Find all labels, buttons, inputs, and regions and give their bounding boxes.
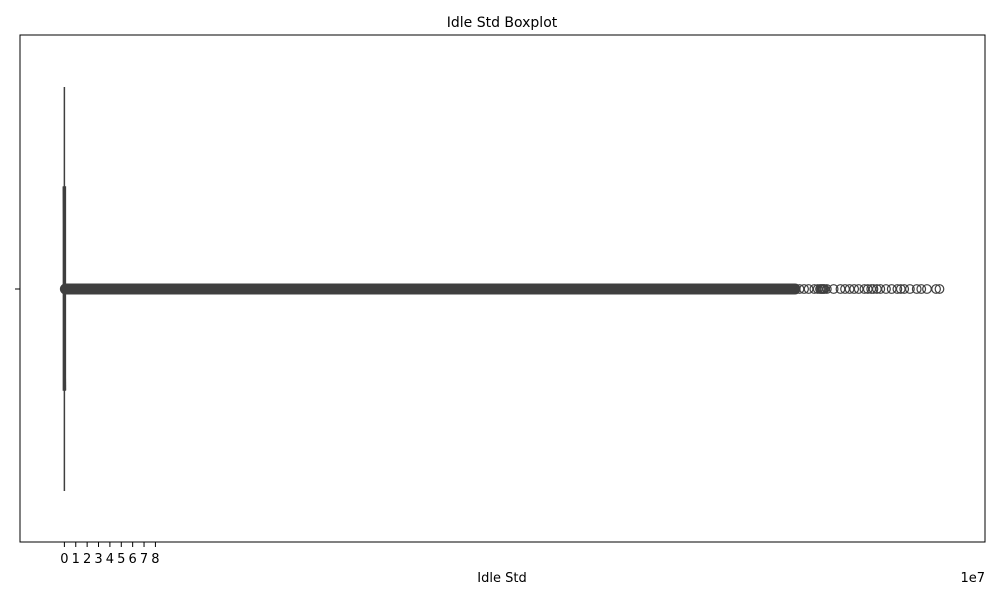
outlier-point [849, 284, 860, 294]
x-tick-label: 1 [72, 552, 80, 567]
outlier-point [934, 284, 945, 294]
x-axis-scale-label: 1e7 [960, 571, 985, 586]
outlier-point [904, 284, 915, 294]
x-tick-label: 5 [117, 552, 125, 567]
x-axis-label: Idle Std [477, 571, 526, 586]
outlier-point [799, 284, 809, 294]
x-tick-label: 3 [94, 552, 102, 567]
boxplot-series [59, 87, 945, 491]
x-tick-label: 6 [129, 552, 137, 567]
outlier-point [931, 284, 941, 294]
chart-title: Idle Std Boxplot [447, 15, 558, 31]
x-tick-label: 2 [83, 552, 91, 567]
outlier-point [868, 284, 879, 294]
outlier-point [911, 284, 922, 294]
outliers-dense-band [59, 283, 801, 295]
x-tick-label: 7 [140, 552, 148, 567]
outlier-point [828, 284, 839, 294]
outlier-point [899, 284, 910, 294]
outlier-point [821, 284, 832, 294]
outlier-point [881, 284, 891, 294]
outlier-point [922, 284, 932, 294]
x-tick-label: 8 [151, 552, 159, 567]
outlier-point [892, 284, 903, 294]
x-tick-label: 0 [60, 552, 68, 567]
x-tick-label: 4 [106, 552, 114, 567]
outlier-point [875, 284, 886, 294]
outlier-point [916, 284, 927, 294]
